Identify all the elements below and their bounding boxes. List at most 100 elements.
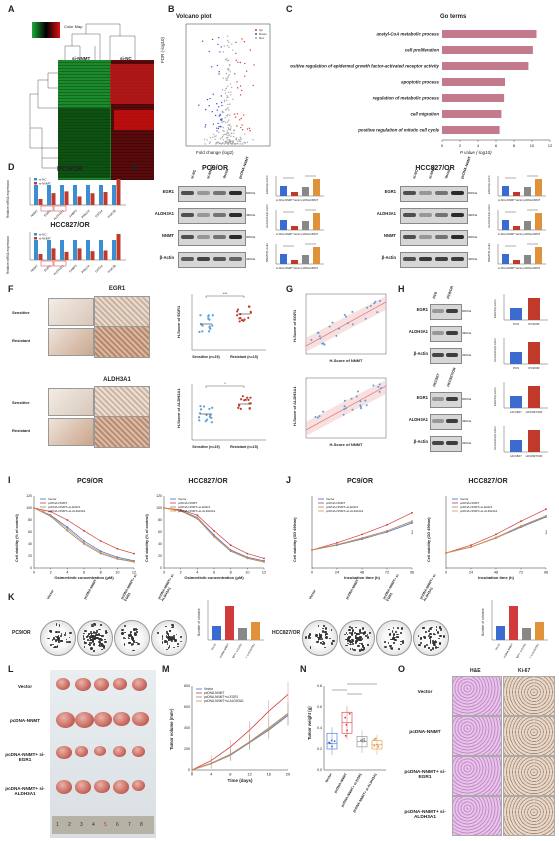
d-bar-sinc <box>47 185 51 205</box>
volcano-point <box>228 141 230 143</box>
h-bar-xcat: PC9 <box>513 366 519 370</box>
volcano-point <box>218 125 220 128</box>
o-he-image <box>452 716 502 756</box>
k-colony <box>91 634 95 636</box>
k-colony <box>61 632 63 636</box>
go-term-label: cell migration <box>410 112 439 117</box>
volcano-point <box>227 75 229 78</box>
volcano-point <box>216 127 218 129</box>
k-colony <box>83 641 87 645</box>
f-point-resistant <box>238 404 241 407</box>
g-point <box>345 315 348 318</box>
volcano-point <box>208 50 210 53</box>
k-colony <box>167 636 169 639</box>
k-colony <box>60 640 64 642</box>
k-colony <box>354 640 358 644</box>
o-row-label: pcDNA-NNMT+ si-ALDH3A1 <box>404 810 446 820</box>
d-bar-sinc <box>34 185 38 205</box>
volcano-point <box>232 140 234 142</box>
d-bar-sinnmt <box>77 196 82 205</box>
e-bar <box>280 220 287 230</box>
n-point <box>333 740 336 743</box>
k-dish <box>77 620 113 656</box>
f-row-sensitive-top: Sensitive <box>12 310 30 315</box>
volcano-point <box>223 101 226 103</box>
d-gene-label: ALDH3A1 <box>52 209 64 220</box>
volcano-point <box>233 129 235 131</box>
tumor <box>132 678 148 691</box>
k-colony <box>390 646 394 650</box>
d-bar-sinnmt <box>103 250 108 260</box>
h-band <box>432 331 444 335</box>
volcano-point <box>218 73 220 75</box>
k-colony <box>433 644 436 647</box>
d-legend-swatch <box>34 182 37 185</box>
curve-series-line <box>445 508 547 554</box>
k-colony <box>352 647 354 651</box>
h-bar-ylabel: EGR1/β-Actin <box>493 387 497 406</box>
d-gene-label: NNMT <box>30 264 39 273</box>
curve-xlabel: Incubation time (h) <box>344 575 380 580</box>
k-colony <box>392 637 395 640</box>
curve-ytick-label: 100 <box>26 506 32 510</box>
k-colony <box>90 632 93 635</box>
k-colony <box>103 644 106 648</box>
k-colony <box>100 635 104 637</box>
e-bar <box>313 213 320 230</box>
n-point <box>329 742 331 745</box>
k-colony <box>359 648 361 652</box>
k-colony <box>90 641 93 644</box>
e-band <box>403 191 416 195</box>
d-gene-label: ALDH3A1 <box>52 264 64 275</box>
n-point <box>373 738 376 741</box>
k-colony <box>91 625 94 628</box>
k-colony <box>98 629 101 631</box>
e-band <box>229 235 242 239</box>
panel-label-o: O <box>398 664 406 674</box>
curve-xtick-label: 8 <box>100 571 102 575</box>
k-colony <box>429 627 432 631</box>
volcano-point <box>234 73 236 75</box>
curve-xtick-label: 48 <box>494 571 498 575</box>
volcano-point <box>217 43 219 46</box>
go-bar <box>442 126 500 134</box>
volcano-point <box>253 64 255 66</box>
go-tick-label: 12 <box>548 143 553 148</box>
f-point-resistant <box>248 406 251 410</box>
volcano-point <box>229 83 232 85</box>
k-colony <box>90 647 94 650</box>
f-point-resistant <box>236 310 239 313</box>
i-left-title: PC9/OR <box>76 478 104 485</box>
g-point <box>310 338 313 341</box>
volcano-point <box>230 94 232 96</box>
volcano-point <box>228 128 230 131</box>
d-bar-sinnmt <box>64 191 69 205</box>
g-ylabel: H-Score of EGR1 <box>292 309 297 342</box>
f-point-sensitive <box>208 326 211 329</box>
volcano-point <box>243 114 245 116</box>
volcano-point <box>230 135 232 137</box>
heatmap-col-sinnmt: si-NNMT <box>72 56 91 61</box>
volcano-point <box>228 65 231 67</box>
d-gene-label: EGR1 <box>43 209 52 218</box>
g-point <box>351 323 354 326</box>
volcano-point <box>232 98 234 101</box>
volcano-point <box>228 74 230 76</box>
f-point-resistant <box>239 407 242 410</box>
o-col-ki67: Ki-67 <box>518 668 531 674</box>
d-bar-sinc <box>60 240 64 260</box>
f-point-sensitive <box>207 330 211 333</box>
f-xcat: Resistant (n=15) <box>230 445 259 449</box>
k-colony <box>169 645 171 648</box>
volcano-point <box>225 141 228 143</box>
h-band <box>446 331 458 335</box>
f-row-resistant-top: Resistant <box>12 338 31 343</box>
e-sig-bracket <box>283 175 316 179</box>
k-colony <box>401 639 404 643</box>
volcano-point <box>219 114 221 116</box>
m-legend-label: Vector <box>204 687 214 691</box>
e-band <box>181 235 194 239</box>
k-dish <box>339 620 375 656</box>
volcano-point <box>225 108 228 111</box>
e-right-title: HCC827/OR <box>415 165 455 172</box>
